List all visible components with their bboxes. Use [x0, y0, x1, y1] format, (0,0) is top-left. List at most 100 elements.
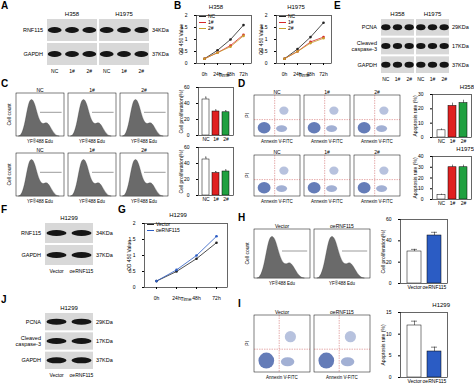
- svg-text:48h: 48h: [192, 295, 201, 301]
- svg-text:YF®488 Edu: YF®488 Edu: [329, 280, 355, 286]
- svg-text:0h: 0h: [154, 295, 160, 301]
- svg-text:0h: 0h: [282, 71, 288, 77]
- svg-text:NC: NC: [438, 138, 446, 144]
- svg-text:2: 2: [133, 220, 136, 226]
- svg-text:1#: 1#: [395, 76, 401, 82]
- svg-text:2#: 2#: [223, 196, 229, 202]
- svg-text:40: 40: [184, 160, 190, 166]
- svg-text:0: 0: [389, 280, 392, 286]
- svg-text:YF®488 Edu: YF®488 Edu: [131, 138, 157, 144]
- svg-text:1#: 1#: [324, 149, 330, 155]
- svg-text:NC: NC: [417, 76, 425, 82]
- svg-text:H1299: H1299: [60, 215, 78, 221]
- svg-text:0h: 0h: [202, 71, 208, 77]
- svg-text:20: 20: [418, 175, 424, 181]
- svg-text:60: 60: [184, 84, 190, 90]
- svg-text:2#: 2#: [87, 68, 93, 74]
- svg-text:oeRNF115: oeRNF115: [423, 378, 447, 384]
- svg-text:0: 0: [187, 132, 190, 138]
- svg-text:Time: Time: [181, 296, 192, 302]
- svg-text:Cell proliferation(%): Cell proliferation(%): [380, 229, 386, 273]
- svg-text:Annexin V-FITC: Annexin V-FITC: [361, 139, 394, 144]
- svg-text:oeRNF115: oeRNF115: [70, 372, 94, 378]
- svg-text:PCNA: PCNA: [26, 319, 42, 325]
- svg-text:GAPDH: GAPDH: [357, 62, 377, 68]
- svg-text:10: 10: [418, 120, 424, 126]
- svg-text:H1975: H1975: [115, 11, 133, 17]
- svg-text:2#: 2#: [374, 149, 380, 155]
- svg-text:Vector: Vector: [49, 268, 64, 274]
- svg-text:Apoptosis rate (%): Apoptosis rate (%): [380, 324, 386, 365]
- svg-text:20: 20: [418, 105, 424, 111]
- svg-text:RNF115: RNF115: [23, 27, 43, 33]
- svg-text:2: 2: [185, 12, 188, 18]
- svg-text:Apoptosis rate (%): Apoptosis rate (%): [412, 157, 418, 198]
- svg-text:NC: NC: [273, 89, 281, 95]
- svg-text:Annexin V-FITC: Annexin V-FITC: [361, 199, 394, 204]
- svg-text:1#: 1#: [450, 200, 456, 206]
- svg-text:2#: 2#: [141, 87, 147, 93]
- svg-text:72h: 72h: [319, 71, 328, 77]
- svg-text:72h: 72h: [212, 295, 221, 301]
- svg-text:YF®488 Edu: YF®488 Edu: [79, 198, 105, 204]
- svg-text:34KDa: 34KDa: [96, 230, 114, 236]
- svg-text:60: 60: [184, 144, 190, 150]
- svg-text:34KDa: 34KDa: [152, 27, 170, 33]
- svg-text:NC: NC: [438, 200, 446, 206]
- svg-text:OD 450 Value: OD 450 Value: [178, 24, 184, 55]
- svg-text:72h: 72h: [239, 71, 248, 77]
- svg-text:0: 0: [133, 284, 136, 290]
- svg-text:0: 0: [421, 196, 424, 202]
- svg-text:GAPDH: GAPDH: [21, 357, 41, 363]
- svg-text:20: 20: [184, 176, 190, 182]
- svg-text:Annexin V-FITC: Annexin V-FITC: [326, 375, 359, 380]
- svg-text:PI: PI: [244, 173, 250, 178]
- svg-text:20: 20: [184, 116, 190, 122]
- svg-text:YF®488 Edu: YF®488 Edu: [269, 280, 295, 286]
- svg-text:1#: 1#: [121, 68, 127, 74]
- svg-text:Cell count: Cell count: [244, 242, 250, 265]
- svg-text:NC: NC: [103, 68, 111, 74]
- svg-text:Vector: Vector: [275, 223, 290, 229]
- svg-text:2#: 2#: [374, 89, 380, 95]
- svg-text:1: 1: [185, 36, 188, 42]
- svg-text:NC: NC: [202, 136, 210, 142]
- svg-text:Time: Time: [219, 72, 230, 78]
- svg-text:Vector: Vector: [49, 372, 64, 378]
- svg-text:1#: 1#: [213, 136, 219, 142]
- svg-text:GAPDH: GAPDH: [21, 252, 41, 258]
- svg-text:Annexin V-FITC: Annexin V-FITC: [266, 375, 299, 380]
- svg-text:1#: 1#: [89, 87, 95, 93]
- svg-text:20: 20: [386, 259, 392, 265]
- svg-text:YF®488 Edu: YF®488 Edu: [27, 198, 53, 204]
- svg-text:NC: NC: [36, 147, 44, 153]
- svg-text:oeRNF115: oeRNF115: [330, 309, 354, 315]
- svg-text:Annexin V-FITC: Annexin V-FITC: [311, 199, 344, 204]
- svg-text:40: 40: [386, 237, 392, 243]
- svg-text:Annexin V-FITC: Annexin V-FITC: [311, 139, 344, 144]
- svg-text:0: 0: [265, 60, 268, 66]
- svg-text:NC: NC: [51, 68, 59, 74]
- svg-text:37KDa: 37KDa: [452, 62, 470, 68]
- svg-text:H1299: H1299: [60, 305, 78, 311]
- svg-text:YF®488 Edu: YF®488 Edu: [79, 138, 105, 144]
- svg-text:Cell count: Cell count: [6, 163, 12, 186]
- svg-text:H358: H358: [390, 11, 405, 17]
- svg-text:Cleavedcaspase-3: Cleavedcaspase-3: [352, 40, 377, 52]
- svg-text:1#: 1#: [324, 89, 330, 95]
- svg-text:Cell count: Cell count: [6, 103, 12, 126]
- svg-text:Vector: Vector: [275, 309, 290, 315]
- svg-text:PI: PI: [244, 341, 250, 346]
- svg-text:2: 2: [265, 12, 268, 18]
- svg-text:60: 60: [386, 216, 392, 222]
- svg-text:1#: 1#: [69, 68, 75, 74]
- svg-text:1#: 1#: [89, 147, 95, 153]
- svg-text:Vector: Vector: [407, 378, 422, 384]
- svg-text:Cell proliferation(%): Cell proliferation(%): [178, 149, 184, 193]
- svg-text:oeRNF115: oeRNF115: [70, 268, 94, 274]
- svg-text:PI: PI: [244, 113, 250, 118]
- svg-text:2#: 2#: [223, 136, 229, 142]
- svg-text:Time: Time: [299, 72, 310, 78]
- svg-text:40: 40: [418, 153, 424, 159]
- svg-text:30: 30: [418, 164, 424, 170]
